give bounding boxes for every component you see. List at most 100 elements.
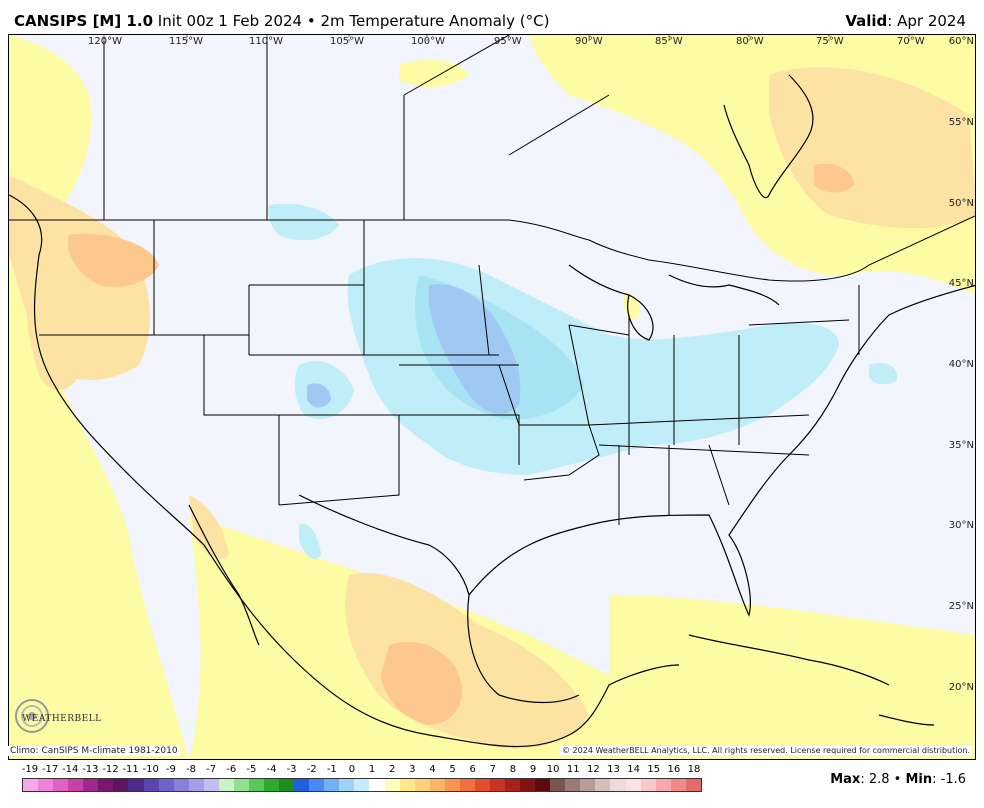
model-name: CANSIPS [M] 1.0	[14, 12, 154, 30]
coastlines	[9, 74, 975, 748]
lon-label-95w: 95°W	[494, 36, 522, 47]
header: CANSIPS [M] 1.0 Init 00z 1 Feb 2024 • 2m…	[0, 0, 984, 34]
scale-label: -4	[266, 764, 277, 775]
lon-label-105w: 105°W	[330, 36, 364, 47]
lon-label-85w: 85°W	[655, 36, 683, 47]
lat-label-40n: 40°N	[948, 359, 974, 370]
scale-swatch	[459, 779, 475, 791]
lon-label-75w: 75°W	[816, 36, 844, 47]
logo-text: WEATHERBELL	[22, 714, 102, 724]
scale-swatch	[188, 779, 204, 791]
lon-label-100w: 100°W	[411, 36, 445, 47]
max-min-stats: Max: 2.8 • Min: -1.6	[830, 772, 966, 787]
warm-anomaly-mexico-core	[381, 641, 463, 725]
scale-swatch	[550, 779, 566, 791]
scale-swatch	[309, 779, 325, 791]
color-scale: -19 -17 -14 -13 -12 -11 -10 -9 -8 -7 -6 -5 -4 -3 -2 -1 0…	[22, 764, 702, 804]
scale-label: 7	[489, 764, 496, 775]
scale-swatch	[535, 779, 551, 791]
scale-label: 18	[687, 764, 701, 775]
cool-anomaly-atlantic	[869, 363, 898, 385]
scale-swatch	[128, 779, 144, 791]
scale-swatch	[98, 779, 114, 791]
graticule-ticks	[103, 35, 910, 43]
cool-anomaly-gulf	[299, 524, 321, 560]
map-title: CANSIPS [M] 1.0 Init 00z 1 Feb 2024 • 2m…	[14, 12, 549, 30]
valid-date: Valid: Apr 2024	[845, 12, 966, 30]
scale-swatch	[233, 779, 249, 791]
scale-swatch	[324, 779, 340, 791]
scale-label: -1	[326, 764, 337, 775]
scale-label: 6	[469, 764, 476, 775]
scale-label: -5	[246, 764, 257, 775]
lon-label-90w: 90°W	[575, 36, 603, 47]
warm-anomaly-ca	[27, 295, 79, 390]
scale-swatch	[38, 779, 54, 791]
scale-label: 16	[667, 764, 681, 775]
anomaly-map	[8, 34, 976, 760]
scale-swatch	[655, 779, 671, 791]
lon-label-70w: 70°W	[897, 36, 925, 47]
min-value: : -1.6	[932, 772, 966, 787]
scale-swatch	[520, 779, 536, 791]
lat-label-30n: 30°N	[948, 520, 974, 531]
scale-swatch	[143, 779, 159, 791]
warm-anomaly-nw-core	[68, 233, 159, 287]
lat-label-55n: 55°N	[948, 117, 974, 128]
lat-label-50n: 50°N	[948, 198, 974, 209]
map-canvas	[9, 35, 975, 759]
scale-label: -19	[21, 764, 39, 775]
lon-label-110w: 110°W	[249, 36, 283, 47]
lat-label-60n: 60°N	[948, 36, 974, 47]
scale-swatch	[23, 779, 39, 791]
scale-swatch	[264, 779, 280, 791]
warm-anomaly-baja	[189, 495, 229, 559]
stats-separator: •	[889, 772, 906, 787]
scale-swatch	[113, 779, 129, 791]
scale-label: 5	[449, 764, 456, 775]
scale-label: 13	[607, 764, 620, 775]
scale-label: 11	[566, 764, 580, 775]
scale-swatch	[203, 779, 219, 791]
scale-label: 14	[627, 764, 640, 775]
scale-swatch	[354, 779, 370, 791]
scale-swatch	[489, 779, 505, 791]
scale-swatch	[218, 779, 234, 791]
scale-label: 9	[529, 764, 537, 775]
cool-anomaly-co-core	[307, 383, 331, 408]
lat-label-20n: 20°N	[948, 682, 974, 693]
scale-swatch	[68, 779, 84, 791]
scale-swatch	[369, 779, 385, 791]
valid-label: Valid	[845, 12, 888, 30]
scale-swatch	[429, 779, 445, 791]
min-label: Min	[905, 772, 933, 787]
scale-label: -9	[165, 764, 176, 775]
scale-swatch	[580, 779, 596, 791]
scale-label: -7	[206, 764, 217, 775]
scale-swatch	[625, 779, 641, 791]
scale-swatch	[444, 779, 460, 791]
scale-label: -8	[185, 764, 196, 775]
scale-swatch	[565, 779, 581, 791]
scale-swatch	[83, 779, 99, 791]
lat-label-35n: 35°N	[948, 440, 974, 451]
scale-labels: -19 -17 -14 -13 -12 -11 -10 -9 -8 -7 -6 -5 -4 -3 -2 -1 0…	[22, 764, 702, 778]
cool-anomaly-wy	[268, 203, 339, 241]
scale-swatch	[610, 779, 626, 791]
scale-label: 8	[509, 764, 517, 775]
scale-swatch	[294, 779, 310, 791]
scale-label: -2	[306, 764, 317, 775]
scale-label: -12	[102, 764, 119, 775]
scale-swatch	[173, 779, 189, 791]
scale-label: 10	[546, 764, 560, 775]
lon-label-115w: 115°W	[169, 36, 203, 47]
warm-anomaly-hudson	[399, 59, 469, 87]
scale-swatch	[640, 779, 656, 791]
lat-label-25n: 25°N	[948, 601, 974, 612]
cool-anomaly-core	[429, 284, 521, 414]
scale-swatch	[399, 779, 415, 791]
scale-swatch	[339, 779, 355, 791]
scale-swatch	[279, 779, 295, 791]
warm-anomaly-quebec-core	[814, 163, 854, 193]
scale-label: 0	[348, 764, 356, 775]
